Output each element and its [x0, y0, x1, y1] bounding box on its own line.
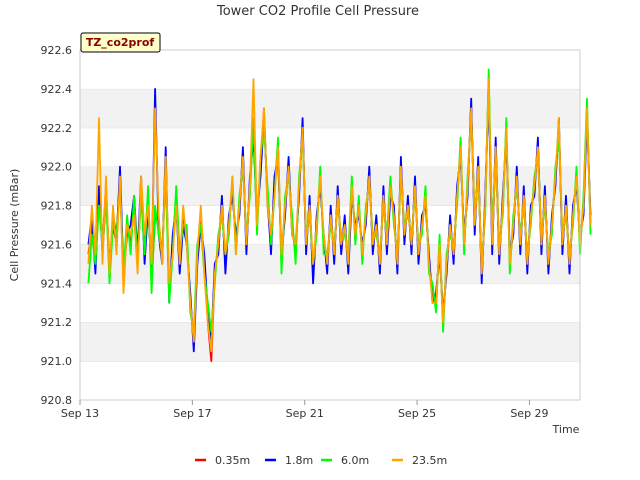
grid-bands [80, 49, 580, 400]
y-tick-label: 920.8 [41, 394, 73, 407]
grid-band [80, 361, 580, 400]
series-lines [87, 68, 592, 363]
x-axis-ticks: Sep 13 Sep 17 Sep 21 Sep 25 Sep 29 [61, 400, 549, 420]
y-tick-label: 921.6 [41, 238, 73, 251]
legend-label-23.5m: 23.5m [412, 454, 447, 467]
y-tick-label: 922.4 [41, 83, 73, 96]
tz-tag: TZ_co2prof [80, 32, 161, 53]
grid-band [80, 88, 580, 128]
legend: 0.35m 1.8m 6.0m 23.5m [195, 454, 447, 467]
grid-band [80, 322, 580, 362]
y-tick-label: 921.2 [41, 316, 73, 329]
tz-tag-box [80, 32, 161, 53]
x-tick-label: Sep 21 [286, 407, 324, 420]
tz-tag-label: TZ_co2prof [86, 36, 155, 49]
x-axis-label: Time [552, 423, 580, 436]
x-tick-label: Sep 29 [510, 407, 548, 420]
legend-label-1.8m: 1.8m [285, 454, 313, 467]
chart-title: Tower CO2 Profile Cell Pressure [216, 4, 419, 19]
plot-area [79, 49, 592, 401]
y-axis-label: Cell Pressure (mBar) [8, 169, 21, 282]
y-axis-ticks: 920.8 921.0 921.2 921.4 921.6 921.8 922.0 922.2… [41, 44, 73, 407]
legend-label-0.35m: 0.35m [215, 454, 250, 467]
x-tick-label: Sep 25 [398, 407, 436, 420]
grid-band [80, 50, 580, 89]
y-tick-label: 922.0 [41, 161, 73, 174]
grid-band [80, 283, 580, 323]
legend-label-6.0m: 6.0m [341, 454, 369, 467]
plot-frame [79, 49, 581, 401]
series-line-23.5m [87, 78, 592, 353]
y-tick-label: 922.2 [41, 122, 73, 135]
y-tick-label: 922.6 [41, 44, 73, 57]
grid-band [80, 244, 580, 284]
x-tick-label: Sep 13 [61, 407, 99, 420]
y-tick-label: 921.8 [41, 200, 73, 213]
y-tick-label: 921.0 [41, 355, 73, 368]
x-tick-label: Sep 17 [173, 407, 211, 420]
y-tick-label: 921.4 [41, 277, 73, 290]
